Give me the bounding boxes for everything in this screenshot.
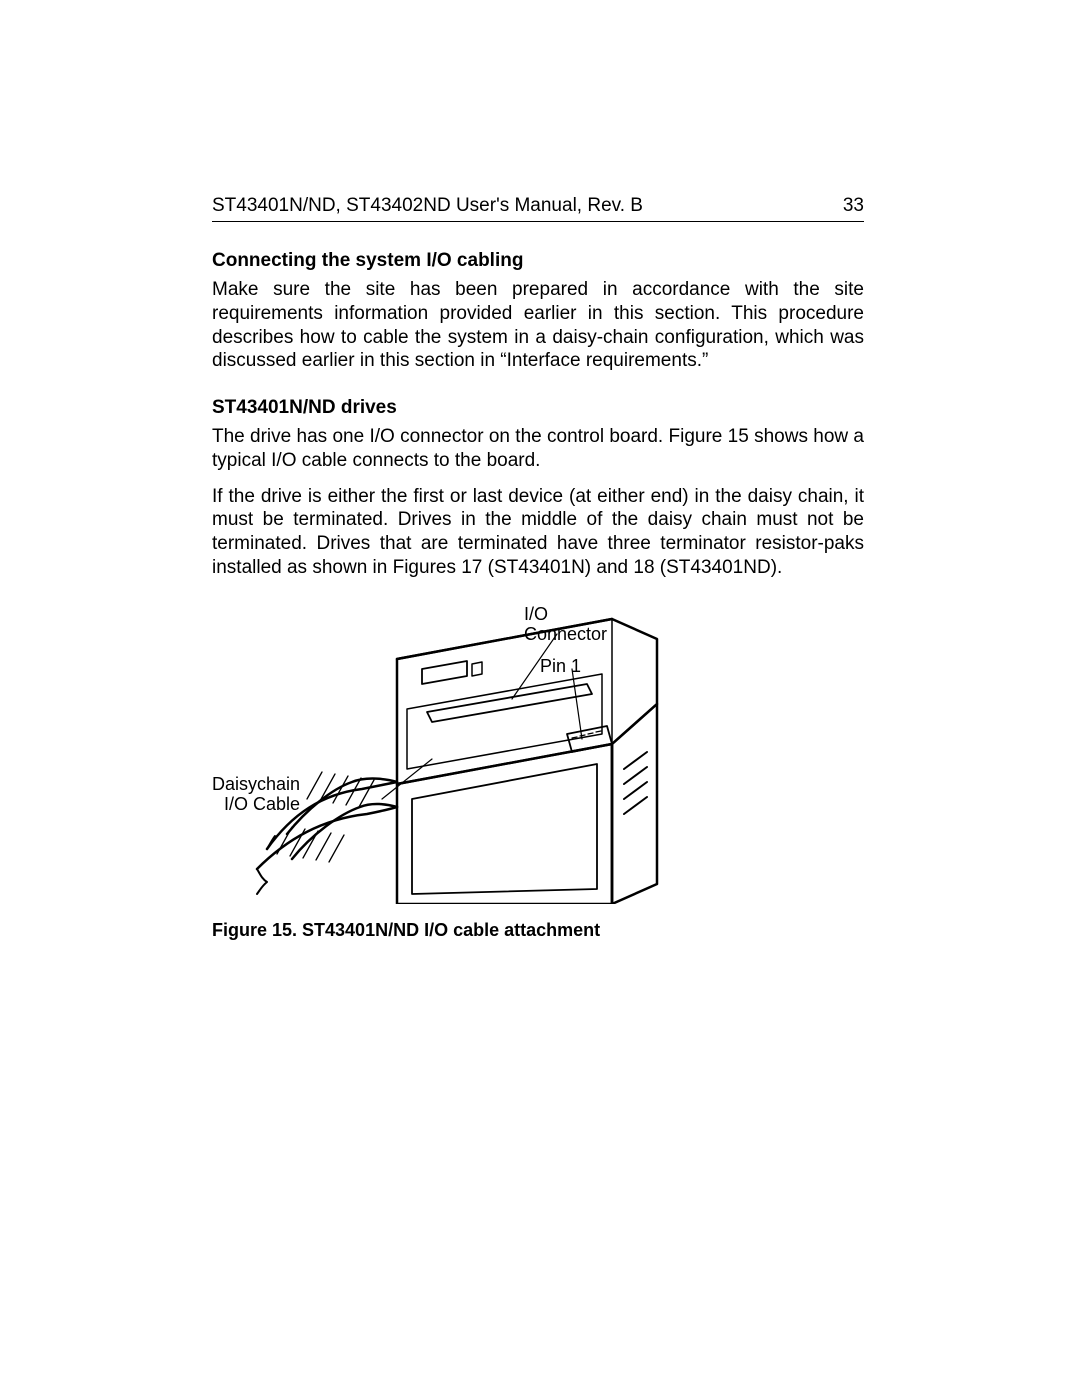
figure-label-pin1: Pin 1 (540, 656, 581, 677)
figure-label-io-connector: I/O Connector (524, 604, 607, 645)
page-number: 33 (843, 195, 864, 217)
figure-15: I/O Connector Pin 1 Daisychain I/O Cable (212, 604, 864, 904)
page-header: ST43401N/ND, ST43402ND User's Manual, Re… (212, 195, 864, 222)
figure-caption: Figure 15. ST43401N/ND I/O cable attachm… (212, 920, 864, 941)
figure-label-cable: Daisychain I/O Cable (212, 774, 300, 815)
page-content: ST43401N/ND, ST43402ND User's Manual, Re… (212, 195, 864, 941)
section-paragraph-drives-1: The drive has one I/O connector on the c… (212, 425, 864, 473)
section-paragraph-drives-2: If the drive is either the first or last… (212, 485, 864, 580)
section-heading-cabling: Connecting the system I/O cabling (212, 250, 864, 272)
header-title: ST43401N/ND, ST43402ND User's Manual, Re… (212, 195, 643, 217)
figure-15-svg (212, 604, 864, 904)
section-heading-drives: ST43401N/ND drives (212, 397, 864, 419)
section-paragraph-cabling: Make sure the site has been prepared in … (212, 278, 864, 373)
